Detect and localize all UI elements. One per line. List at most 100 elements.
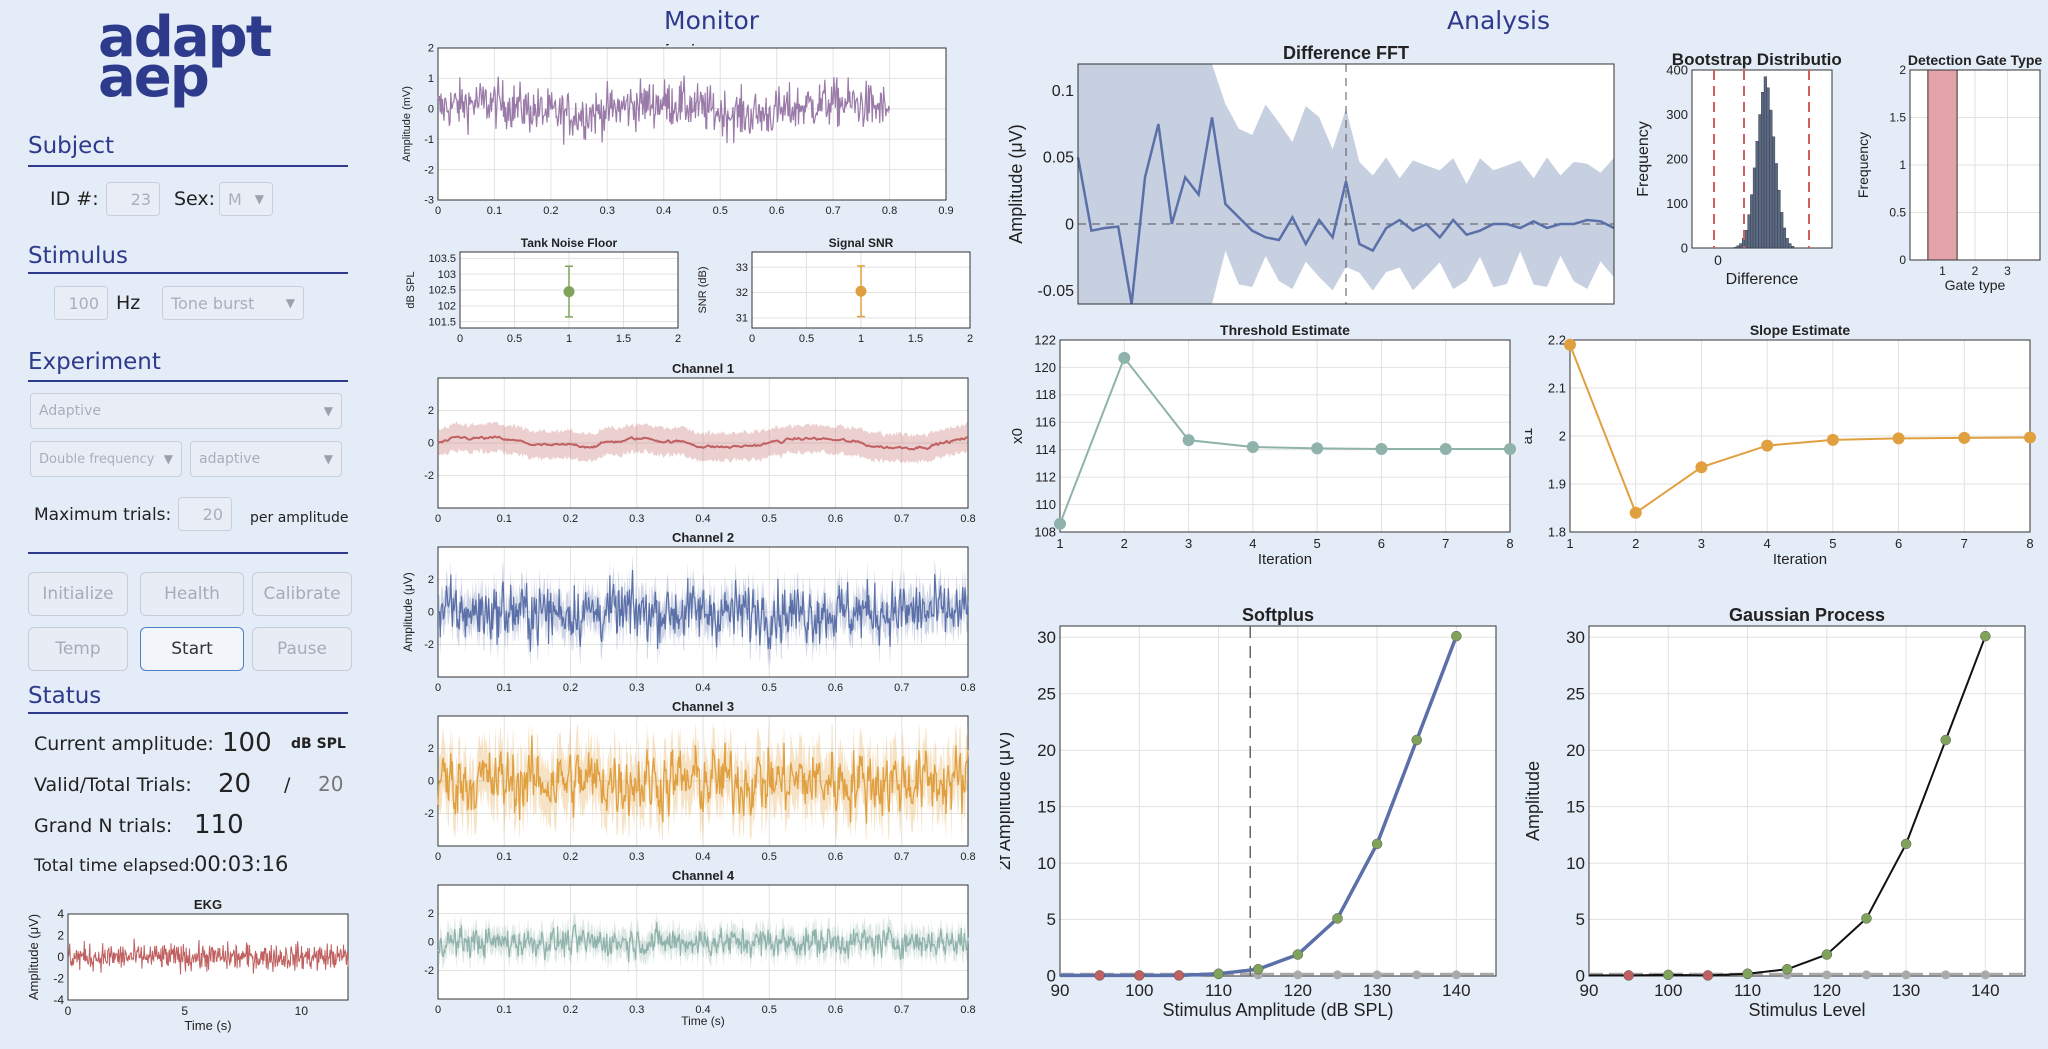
y-tick-label: 2: [1899, 63, 1906, 77]
x-axis-label: Gate type: [1945, 277, 2006, 293]
y-axis-label: Amplitude (μV): [401, 572, 415, 652]
initialize-button[interactable]: Initialize: [28, 572, 128, 616]
data-point: [563, 286, 575, 298]
x-tick-label: 0.6: [828, 513, 843, 524]
plot-border: [437, 546, 969, 678]
sex-value: M: [228, 189, 242, 209]
plot-border: [1059, 339, 1511, 533]
section-divider: [28, 712, 348, 714]
y-tick-label: -2: [53, 972, 64, 986]
subject-id-input[interactable]: 23: [106, 182, 160, 216]
y-tick-label: 0: [57, 950, 64, 964]
x-tick-label: 0.3: [629, 1004, 644, 1016]
y-axis-label: Amplitude (μV): [26, 914, 41, 1000]
section-title-status: Status: [28, 683, 102, 709]
x-tick-label: 0.3: [600, 205, 615, 217]
x-tick-label: 10: [295, 1004, 309, 1018]
measured-point: [1940, 734, 1951, 746]
histogram-bar: [1777, 189, 1781, 249]
x-axis-label: Time (s): [681, 1014, 725, 1028]
y-tick-label: -2: [424, 808, 434, 820]
measured-point: [1094, 970, 1105, 981]
measured-point: [1861, 913, 1872, 924]
measured-point: [1252, 963, 1264, 975]
x-tick-label: 100: [1654, 981, 1682, 1000]
plot-border: [1588, 625, 2026, 977]
plot-title: Channel 2: [672, 530, 734, 545]
health-button[interactable]: Health: [140, 572, 244, 616]
histogram-bar: [1774, 163, 1778, 249]
x-tick-label: 7: [1442, 536, 1449, 551]
x-tick-label: 6: [1378, 536, 1385, 551]
trials-separator: /: [284, 774, 291, 796]
y-tick-label: 2: [57, 929, 64, 943]
y-tick-label: 0: [428, 607, 434, 619]
calibrate-button[interactable]: Calibrate: [252, 572, 352, 616]
y-axis-label: Amplitude: [1525, 761, 1543, 841]
current-amplitude-unit: dB SPL: [291, 736, 346, 752]
estimate-point: [1375, 443, 1388, 456]
temp-button[interactable]: Temp: [28, 627, 128, 671]
analysis-title: Analysis: [1447, 6, 1551, 35]
y-tick-label: 0.1: [1052, 83, 1074, 100]
x-tick-label: 0.2: [563, 851, 578, 862]
x-tick-label: 6: [1895, 536, 1902, 551]
ekg-trace: [67, 938, 349, 975]
x-tick-label: 0: [457, 333, 463, 345]
y-tick-label: 5: [1047, 910, 1056, 929]
x-tick-label: 0.8: [960, 851, 975, 862]
signal-trace: [437, 922, 969, 963]
frequency-input[interactable]: 100: [54, 286, 108, 320]
x-tick-label: 0.5: [762, 682, 777, 693]
plot-area: [437, 47, 947, 201]
x-tick-label: 1.5: [616, 333, 631, 345]
y-tick-label: 31: [736, 313, 748, 325]
y-axis-label: dB SPL: [405, 271, 417, 308]
x-axis-label: Time (s): [184, 1018, 231, 1033]
x-tick-label: 0.5: [762, 1004, 777, 1016]
y-tick-label: 400: [1666, 62, 1688, 77]
histogram-bar: [1763, 76, 1767, 249]
max-trials-input[interactable]: 20: [178, 497, 232, 531]
y-tick-label: 118: [1035, 387, 1056, 402]
fft-trace: [1076, 117, 1615, 305]
x-tick-label: 5: [181, 1004, 188, 1018]
y-tick-label: 108: [1034, 524, 1056, 539]
measured-point: [1980, 630, 1991, 642]
stimulus-type-dropdown[interactable]: Tone burst ▼: [162, 286, 304, 320]
x-tick-label: 0.3: [629, 851, 644, 862]
x-tick-label: 7: [1961, 536, 1968, 551]
x-tick-label: 0: [435, 1004, 441, 1016]
x-tick-label: 2: [967, 333, 973, 345]
x-tick-label: 0.4: [656, 205, 671, 217]
frequency-mode-dropdown[interactable]: Double frequency ▼: [30, 441, 182, 477]
id-label: ID #:: [50, 188, 99, 210]
y-tick-label: 32: [736, 287, 748, 299]
x-tick-label: 0.4: [695, 682, 710, 693]
channel-1-plot: 0 0.1 0.2 0.3 0.4 0.5 0.6 0.7 0.8 -2 0 2 Channel 1: [424, 361, 975, 524]
plot-border: [437, 715, 969, 847]
x-axis-label: Difference: [1726, 271, 1799, 288]
section-divider: [28, 380, 348, 382]
start-button[interactable]: Start: [140, 627, 244, 671]
x-tick-label: 3: [1185, 536, 1192, 551]
y-tick-label: 0: [1047, 967, 1056, 986]
y-tick-label: 2: [428, 405, 434, 417]
estimate-point: [1564, 338, 1576, 351]
histogram-bar: [1736, 245, 1740, 249]
pause-button[interactable]: Pause: [252, 627, 352, 671]
experiment-mode-dropdown[interactable]: Adaptive ▼: [30, 393, 342, 429]
strategy-dropdown[interactable]: adaptive ▼: [190, 441, 342, 477]
sex-dropdown[interactable]: M ▼: [219, 182, 273, 216]
estimate-point: [1826, 433, 1839, 446]
x-tick-label: 4: [1249, 536, 1256, 551]
measured-point: [1900, 838, 1912, 850]
measured-point: [1821, 949, 1833, 960]
measured-point: [1742, 968, 1753, 979]
hydrophone-plot: 0 0.1 0.2 0.3 0.4 0.5 0.6 0.7 0.8 0.9 -3 -2 -1 0 1 2 Hyd…: [401, 44, 954, 217]
x-tick-label: 0: [1714, 252, 1722, 268]
x-tick-label: 2: [1121, 536, 1128, 551]
plot-border: [1909, 69, 2041, 261]
